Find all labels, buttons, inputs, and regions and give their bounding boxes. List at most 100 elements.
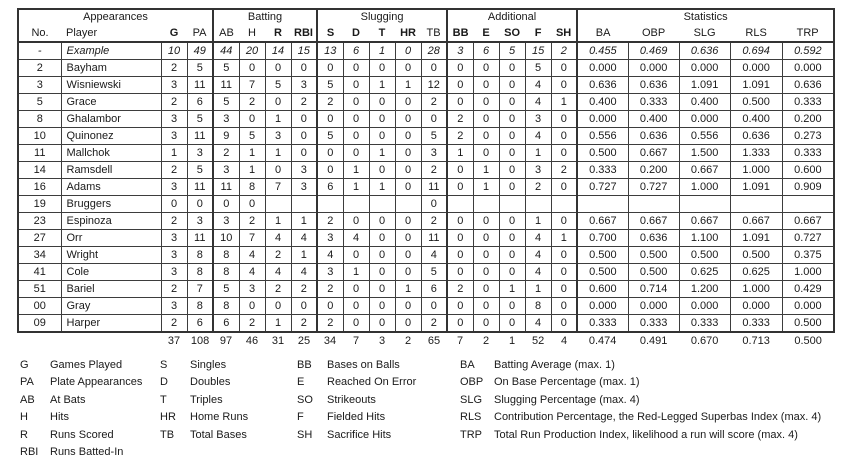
- cell-rls: 0.400: [729, 110, 783, 128]
- cell-d: 4: [342, 229, 370, 247]
- cell-r: 5: [264, 76, 292, 94]
- legend-text-hr: Home Runs: [190, 411, 249, 424]
- cell-bb: 0: [446, 93, 474, 111]
- legend-entry-f: F Fielded Hits: [297, 409, 416, 426]
- cell-rls: 1.000: [729, 161, 783, 179]
- cell-slg: 0.636: [678, 41, 731, 60]
- legend-abbr-h: H: [20, 411, 28, 424]
- cell-t: 1: [368, 41, 396, 60]
- cell-bb: 2: [446, 280, 474, 298]
- cell-r: [264, 195, 292, 213]
- legend-abbr-e: E: [297, 376, 305, 389]
- cell-rls: 0.667: [729, 212, 783, 230]
- cell-f: 3: [524, 110, 552, 128]
- cell-ab: 5: [212, 93, 240, 111]
- cell-g: 3: [160, 110, 188, 128]
- cell-r: 1: [264, 314, 292, 333]
- legend-entry-g: G Games Played: [20, 357, 142, 374]
- cell-d: 0: [342, 144, 370, 162]
- group-header-statistics: Statistics: [576, 8, 836, 25]
- cell-hr: 0: [394, 59, 422, 77]
- cell-tb: 0: [420, 59, 448, 77]
- cell-so: 0: [498, 93, 526, 111]
- cell-sh: 2: [550, 41, 578, 60]
- player-row-ghalambor: 8 Ghalambor 3 5 3 0 1 0 0 0 0 0 0 2 0 0 3 0 0.000 0.400 0.00…: [17, 110, 836, 128]
- cell-so: 5: [498, 41, 526, 60]
- cell-e: 0: [472, 144, 500, 162]
- legend-text-rls: Contribution Percentage, the Red-Legged …: [494, 411, 822, 424]
- cell-g: 3: [160, 246, 188, 264]
- cell-no: 27: [17, 229, 62, 247]
- cell-trp: 0.636: [781, 76, 836, 94]
- cell-slg: 0.400: [678, 93, 731, 111]
- player-row-example: - Example 10 49 44 20 14 15 13 6 1 0 28 3 6 5 15 2 0.455 0.…: [17, 41, 836, 60]
- cell-sh: 0: [550, 110, 578, 128]
- cell-obp: 0.333: [627, 93, 680, 111]
- column-header-row: No. Player G PA AB H R RBI S D T HR TB BB E SO F SH BA OBP S…: [17, 25, 836, 43]
- cell-d: 0: [342, 110, 370, 128]
- cell-ba: 0.400: [576, 93, 629, 111]
- cell-d: 0: [342, 76, 370, 94]
- cell-t: 0: [368, 263, 396, 281]
- cell-slg: 1.200: [678, 280, 731, 298]
- cell-bb: 0: [446, 314, 474, 333]
- cell-tb: 0: [420, 195, 448, 213]
- cell-no: 3: [17, 76, 62, 94]
- player-row-bruggers: 19 Bruggers 0 0 0 0 0: [17, 195, 836, 213]
- legend-abbr-trp: TRP: [460, 428, 482, 441]
- cell-ab: 5: [212, 280, 240, 298]
- cell-hr: 0: [394, 314, 422, 333]
- cell-trp: 0.667: [781, 212, 836, 230]
- cell-tb: 12: [420, 76, 448, 94]
- table-totals: 37 108 97 46 31 25 34 7 3 2 65 7 2 1 52 4 0.474 0.491 0.67…: [18, 332, 834, 350]
- cell-g: 2: [160, 59, 188, 77]
- total-obp: 0.491: [639, 335, 668, 347]
- col-header-ba: BA: [576, 25, 629, 43]
- cell-sh: 0: [550, 212, 578, 230]
- total-slg: 0.670: [690, 335, 719, 347]
- cell-s: 13: [316, 41, 344, 60]
- cell-s: 0: [316, 161, 344, 179]
- cell-trp: 0.592: [781, 41, 836, 60]
- legend-abbr-rls: RLS: [460, 411, 482, 424]
- cell-obp: 0.333: [627, 314, 680, 333]
- cell-f: 4: [524, 229, 552, 247]
- col-header-rbi: RBI: [291, 25, 318, 43]
- cell-slg: 0.000: [678, 110, 731, 128]
- cell-slg: 0.556: [678, 127, 731, 145]
- col-header-e: E: [473, 25, 500, 43]
- legend-text-r: Runs Scored: [50, 428, 114, 441]
- cell-pa: 5: [186, 110, 214, 128]
- cell-h: 0: [238, 110, 266, 128]
- total-no: [18, 332, 61, 350]
- cell-d: 6: [342, 41, 370, 60]
- cell-e: [472, 195, 500, 213]
- col-header-pa: PA: [187, 25, 214, 43]
- legend-abbr-r: R: [20, 428, 28, 441]
- cell-bb: [446, 195, 474, 213]
- cell-f: 1: [524, 280, 552, 298]
- cell-r: 3: [264, 127, 292, 145]
- group-header-slugging: Slugging: [316, 8, 449, 25]
- cell-s: 5: [316, 76, 344, 94]
- cell-slg: 0.000: [678, 59, 731, 77]
- cell-sh: 1: [550, 93, 578, 111]
- cell-s: 0: [316, 59, 344, 77]
- cell-s: 0: [316, 144, 344, 162]
- cell-hr: 0: [394, 229, 422, 247]
- cell-f: 4: [524, 127, 552, 145]
- cell-t: 1: [368, 178, 396, 196]
- cell-hr: [394, 195, 422, 213]
- cell-ab: 9: [212, 127, 240, 145]
- cell-s: 3: [316, 229, 344, 247]
- legend-column-4: BA Batting Average (max. 1) OBP On Base Per…: [460, 357, 821, 444]
- cell-trp: 0.000: [781, 59, 836, 77]
- cell-s: 2: [316, 212, 344, 230]
- cell-g: 3: [160, 229, 188, 247]
- cell-obp: 0.667: [627, 144, 680, 162]
- cell-r: 4: [264, 263, 292, 281]
- legend-entry-ba: BA Batting Average (max. 1): [460, 357, 821, 374]
- cell-slg: 0.667: [678, 161, 731, 179]
- cell-ba: 0.000: [576, 59, 629, 77]
- cell-sh: 2: [550, 161, 578, 179]
